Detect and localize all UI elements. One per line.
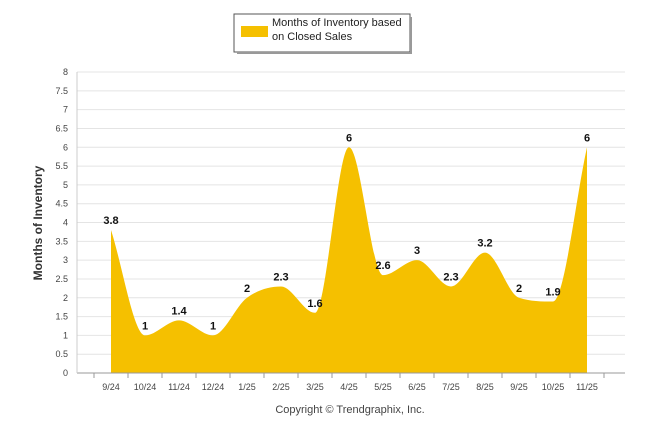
data-label: 1.9 <box>545 287 560 299</box>
x-tick-label: 11/24 <box>168 382 190 392</box>
x-tick-label: 4/25 <box>340 382 358 392</box>
y-tick-label: 5 <box>63 180 68 190</box>
data-label: 2.3 <box>443 271 458 283</box>
data-label: 2 <box>516 283 522 295</box>
x-tick-label: 7/25 <box>442 382 460 392</box>
x-tick-label: 9/25 <box>510 382 528 392</box>
legend: Months of Inventory based on Closed Sale… <box>233 13 412 54</box>
y-tick-labels: 0 0.5 1 1.5 2 2.5 3 3.5 4 4.5 5 5.5 6 6.5 7 7.5 8 <box>55 67 68 378</box>
legend-label-line-2: on Closed Sales <box>272 31 353 43</box>
y-tick-label: 2.5 <box>55 274 68 284</box>
y-tick-label: 6 <box>63 142 68 152</box>
x-tick-label: 2/25 <box>272 382 290 392</box>
y-tick-label: 3 <box>63 255 68 265</box>
y-tick-label: 0 <box>63 368 68 378</box>
y-tick-label: 8 <box>63 67 68 77</box>
y-tick-label: 0.5 <box>55 349 68 359</box>
area-layer <box>111 147 587 373</box>
legend-shadow-bottom <box>237 52 412 54</box>
copyright-credit: Copyright © Trendgraphix, Inc. <box>275 404 424 416</box>
x-tick-label: 5/25 <box>374 382 392 392</box>
data-label: 3 <box>414 245 420 257</box>
axis-layer <box>76 72 625 378</box>
y-tick-label: 3.5 <box>55 236 68 246</box>
y-tick-label: 6.5 <box>55 123 68 133</box>
x-tick-label: 10/24 <box>134 382 157 392</box>
x-tick-label: 12/24 <box>202 382 225 392</box>
data-label: 1.4 <box>171 305 187 317</box>
y-tick-label: 5.5 <box>55 161 68 171</box>
y-tick-label: 1.5 <box>55 312 68 322</box>
y-tick-label: 4.5 <box>55 199 68 209</box>
data-label: 6 <box>346 132 352 144</box>
legend-label-line-1: Months of Inventory based <box>272 17 402 29</box>
x-tick-label: 11/25 <box>576 382 598 392</box>
data-label: 2.3 <box>273 271 288 283</box>
data-label: 6 <box>584 132 590 144</box>
y-tick-label: 2 <box>63 293 68 303</box>
x-tick-label: 9/24 <box>102 382 120 392</box>
data-label: 3.2 <box>477 238 492 250</box>
data-label: 1 <box>210 320 216 332</box>
y-axis-label: Months of Inventory <box>31 165 45 280</box>
legend-swatch <box>241 26 268 37</box>
y-tick-label: 7.5 <box>55 86 68 96</box>
data-label: 3.8 <box>103 215 118 227</box>
x-tick-labels: 9/24 10/24 11/24 12/24 1/25 2/25 3/25 4/25 5/25 6… <box>102 382 598 392</box>
y-tick-label: 1 <box>63 330 68 340</box>
data-label: 1 <box>142 320 148 332</box>
data-label: 1.6 <box>307 298 322 310</box>
data-labels: 3.8 1 1.4 1 2 2.3 1.6 6 2.6 3 2.3 3.2 2 1.9 6 <box>103 132 590 332</box>
x-tick-label: 1/25 <box>238 382 256 392</box>
x-tick-label: 8/25 <box>476 382 494 392</box>
y-tick-label: 7 <box>63 105 68 115</box>
legend-shadow <box>410 17 412 54</box>
x-tick-label: 6/25 <box>408 382 426 392</box>
data-label: 2 <box>244 283 250 295</box>
series-area <box>111 147 587 373</box>
x-tick-label: 10/25 <box>542 382 565 392</box>
y-tick-label: 4 <box>63 218 68 228</box>
x-tick-label: 3/25 <box>306 382 324 392</box>
data-label: 2.6 <box>375 260 390 272</box>
